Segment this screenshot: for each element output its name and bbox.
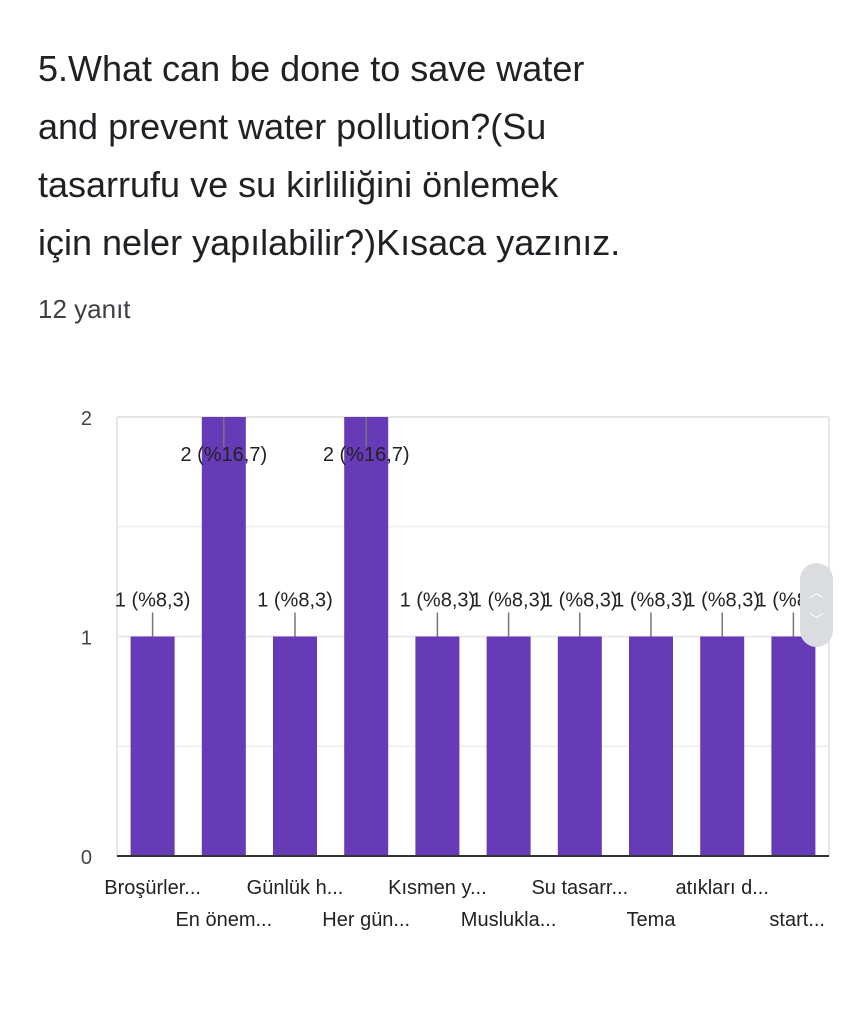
x-tick-label: start... (769, 909, 825, 931)
bar (201, 417, 246, 856)
bar (415, 636, 460, 856)
data-label: 1 (%8,3) (257, 590, 333, 612)
question-line: için neler yapılabilir?)Kısaca yazınız. (38, 222, 621, 263)
bar (344, 417, 389, 856)
question-line: 5.What can be done to save water (38, 48, 585, 89)
x-tick-label: Muslukla... (461, 909, 557, 931)
x-tick-label: atıkları d... (676, 877, 769, 899)
data-label: 1 (%8,3) (400, 590, 476, 612)
bar (771, 636, 816, 856)
bar-chart: 0 1 2 1 (%8,3) 2 (%16,7) 1 (%8,3) 2 (%16,7) 1 (… (81, 408, 831, 931)
question-line: and prevent water pollution?(Su (38, 106, 547, 147)
x-tick-label: Broşürler... (104, 877, 201, 899)
x-tick-label: Tema (627, 909, 677, 931)
chevron-up-icon[interactable]: ︿ (809, 584, 824, 600)
response-count: 12 yanıt (38, 294, 131, 324)
data-label: 2 (%16,7) (180, 444, 267, 466)
data-label: 1 (%8,3) (542, 590, 618, 612)
x-tick-label: Her gün... (322, 909, 410, 931)
data-label: 1 (%8,3) (684, 590, 760, 612)
bar (700, 636, 745, 856)
bar (629, 636, 673, 856)
question-title: 5.What can be done to save water and pre… (38, 40, 758, 272)
x-tick-label: Su tasarr... (531, 877, 628, 899)
data-label: 1 (%8,3) (471, 590, 547, 612)
x-tick-label: Günlük h... (247, 877, 344, 899)
bar (130, 636, 175, 856)
chevron-down-icon[interactable]: ﹀ (809, 612, 824, 628)
y-tick-label: 0 (81, 847, 92, 869)
chart-scroll-control[interactable]: ︿ ﹀ (800, 563, 833, 647)
data-label: 2 (%16,7) (323, 444, 410, 466)
y-tick-label: 1 (81, 628, 92, 650)
bar (557, 636, 602, 856)
x-tick-label: En önem... (175, 909, 272, 931)
data-label: 1 (%8,3) (613, 590, 689, 612)
bar (486, 636, 531, 856)
bar (273, 636, 317, 856)
x-tick-label: Kısmen y... (388, 877, 487, 899)
question-line: tasarrufu ve su kirliliğini önlemek (38, 164, 559, 205)
data-label: 1 (%8,3) (115, 590, 191, 612)
y-tick-label: 2 (81, 408, 92, 430)
